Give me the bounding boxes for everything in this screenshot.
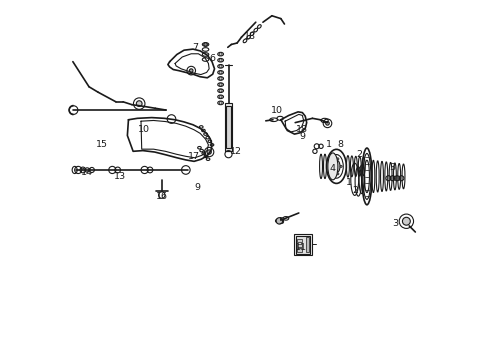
Circle shape — [332, 161, 334, 163]
Text: 2: 2 — [357, 150, 363, 159]
Bar — [306, 237, 309, 252]
Circle shape — [337, 173, 339, 175]
Text: 16: 16 — [156, 192, 168, 201]
Circle shape — [190, 69, 193, 72]
Bar — [294, 234, 312, 255]
Circle shape — [219, 95, 222, 98]
Text: 12: 12 — [230, 147, 242, 156]
Text: 4: 4 — [330, 164, 336, 173]
Circle shape — [219, 71, 222, 74]
Circle shape — [204, 42, 207, 46]
Text: 18: 18 — [296, 125, 308, 134]
Bar — [297, 244, 302, 247]
Circle shape — [402, 217, 410, 225]
Bar — [297, 239, 302, 242]
Circle shape — [326, 122, 329, 125]
Text: 10: 10 — [270, 105, 283, 114]
Circle shape — [219, 77, 222, 80]
Circle shape — [219, 53, 222, 55]
Ellipse shape — [328, 153, 338, 180]
Text: 17: 17 — [188, 152, 200, 161]
Text: 8: 8 — [337, 140, 343, 149]
Circle shape — [219, 83, 222, 86]
Bar — [225, 103, 232, 151]
Circle shape — [219, 59, 222, 62]
Text: 5: 5 — [278, 217, 284, 226]
Text: 6: 6 — [210, 54, 216, 63]
Text: 15: 15 — [96, 140, 108, 149]
Text: 1: 1 — [346, 177, 352, 186]
Circle shape — [136, 101, 142, 107]
Text: 11: 11 — [294, 243, 307, 252]
Circle shape — [276, 218, 283, 224]
Bar — [297, 248, 302, 252]
Circle shape — [219, 89, 222, 92]
Text: 3: 3 — [392, 219, 398, 228]
Circle shape — [219, 102, 222, 104]
Circle shape — [340, 165, 342, 167]
Circle shape — [207, 150, 211, 154]
Circle shape — [337, 158, 339, 160]
Bar — [226, 107, 231, 148]
Text: 14: 14 — [81, 168, 93, 177]
Ellipse shape — [275, 219, 283, 223]
Text: 3: 3 — [389, 163, 395, 172]
Circle shape — [332, 170, 334, 172]
Text: 18: 18 — [245, 32, 256, 41]
Text: 9: 9 — [299, 132, 305, 141]
Bar — [296, 235, 310, 253]
Text: 10: 10 — [138, 125, 150, 134]
Text: 9: 9 — [195, 183, 201, 192]
Text: 13: 13 — [113, 172, 125, 181]
Text: 2: 2 — [352, 185, 359, 194]
Ellipse shape — [333, 160, 340, 173]
Text: 7: 7 — [192, 43, 198, 52]
Circle shape — [219, 65, 222, 68]
Text: 1: 1 — [326, 140, 332, 149]
